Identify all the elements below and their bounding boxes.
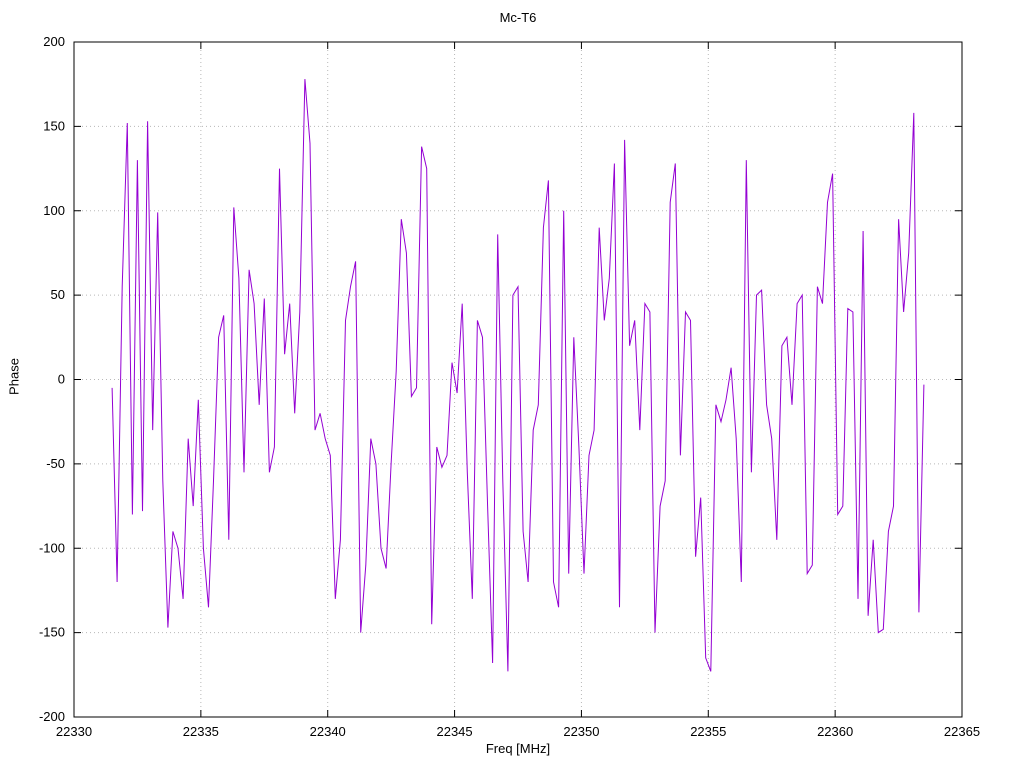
x-tick-label: 22345: [436, 724, 472, 739]
x-tick-label: 22340: [310, 724, 346, 739]
y-tick-label: 200: [43, 34, 65, 49]
x-tick-label: 22360: [817, 724, 853, 739]
x-axis-label: Freq [MHz]: [485, 741, 551, 756]
y-tick-label: 100: [43, 203, 65, 218]
y-tick-label: 150: [43, 118, 65, 133]
x-tick-label: 22350: [563, 724, 599, 739]
x-tick-label: 22335: [183, 724, 219, 739]
y-tick-label: -200: [39, 709, 65, 724]
y-tick-label: 0: [58, 372, 65, 387]
x-tick-label: 22365: [944, 724, 980, 739]
y-tick-label: -100: [39, 540, 65, 555]
x-tick-label: 22355: [690, 724, 726, 739]
y-tick-label: 50: [51, 287, 65, 302]
x-tick-label: 22330: [56, 724, 92, 739]
chart-line: [111, 79, 925, 672]
y-tick-label: -50: [46, 456, 65, 471]
y-tick-label: -150: [39, 625, 65, 640]
chart-title: Mc-T6: [499, 10, 537, 25]
